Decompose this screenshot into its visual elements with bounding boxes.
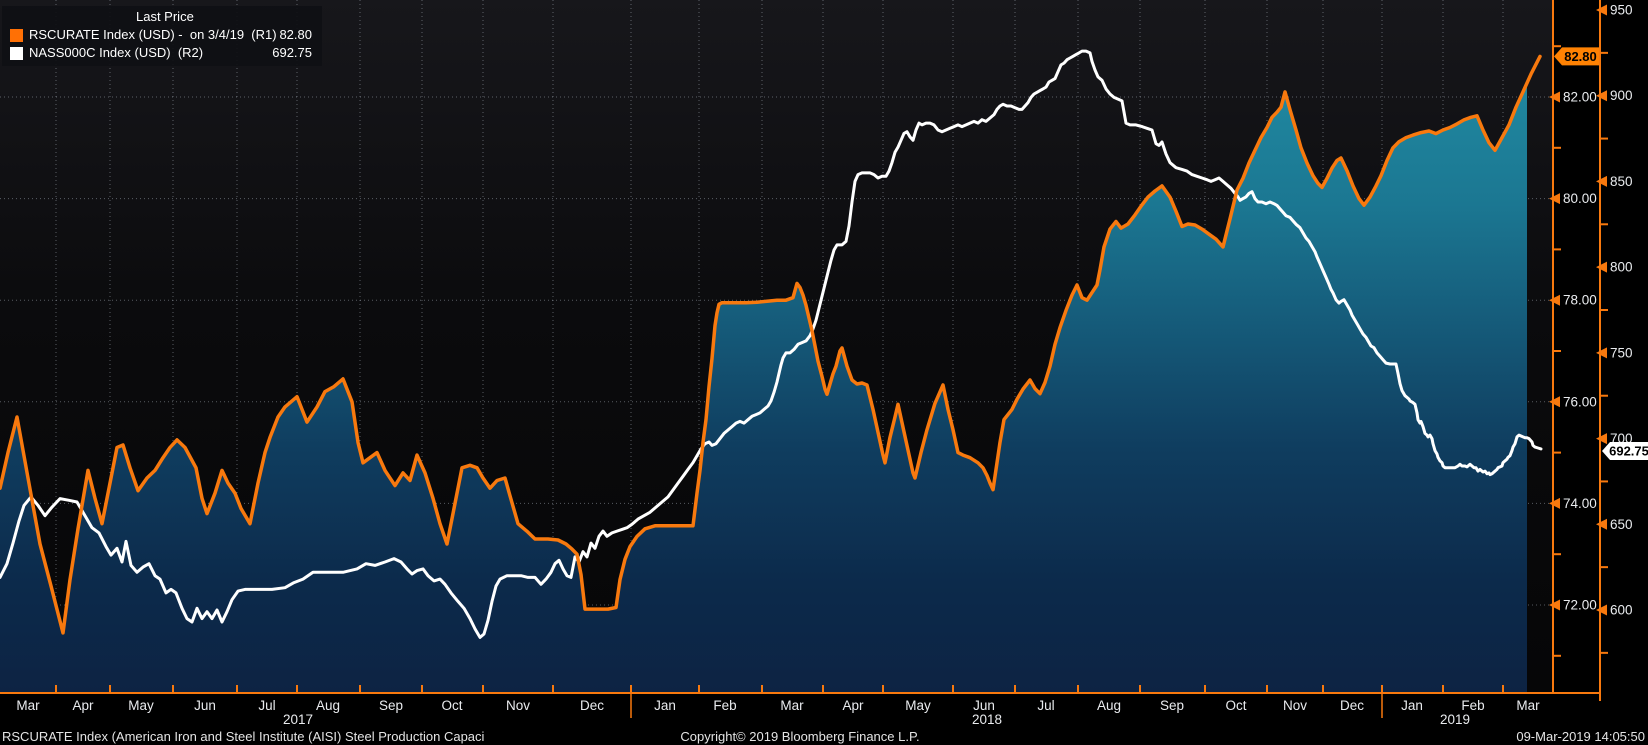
copyright-text: Copyright© 2019 Bloomberg Finance L.P. [680, 729, 920, 744]
legend-row-nass000c[interactable]: NASS000C Index (USD) (R2) 692.75 [10, 45, 314, 61]
r1-tick-label: 78.00 [1563, 293, 1597, 308]
legend-title: Last Price [136, 9, 194, 24]
r1-last-price-badge [1554, 47, 1599, 66]
r2-last-price-badge-text: 692.75 [1609, 444, 1648, 459]
r2-tick-arrow [1596, 518, 1607, 530]
chart-description: RSCURATE Index (American Iron and Steel … [2, 729, 485, 744]
r1-tick-arrow [1549, 193, 1560, 205]
rscurate-swatch-icon [10, 28, 23, 42]
year-label: 2019 [1440, 712, 1470, 727]
r2-tick-arrow [1596, 90, 1607, 102]
r2-tick-label: 850 [1610, 174, 1633, 189]
month-label: Apr [72, 698, 94, 713]
year-label: 2017 [283, 712, 313, 727]
month-label: Mar [16, 698, 40, 713]
rscurate-line [0, 54, 1542, 635]
month-label: May [905, 698, 931, 713]
month-label: Mar [1516, 698, 1540, 713]
month-label: Dec [1340, 698, 1364, 713]
r2-tick-arrow [1596, 433, 1607, 445]
r1-tick-label: 82.00 [1563, 90, 1597, 105]
r2-tick-label: 650 [1610, 517, 1633, 532]
legend-label: NASS000C Index (USD) (R2) [29, 45, 204, 60]
r2-tick-arrow [1596, 604, 1607, 616]
r2-tick-label: 900 [1610, 88, 1633, 103]
month-label: Jun [194, 698, 216, 713]
last-price-badges: 82.80 692.75 [1554, 47, 1648, 460]
r2-tick-label: 600 [1610, 603, 1633, 618]
r2-tick-arrow [1596, 175, 1607, 187]
r2-tick-arrow [1596, 347, 1607, 359]
status-bar: RSCURATE Index (American Iron and Steel … [0, 727, 1648, 745]
month-label: Mar [780, 698, 804, 713]
year-label: 2018 [972, 712, 1002, 727]
nass000c-line [0, 49, 1543, 639]
r1-last-price-badge-text: 82.80 [1564, 49, 1597, 64]
r1-tick-arrow [1549, 497, 1560, 509]
r1-tick-arrow [1549, 91, 1560, 103]
month-label: Aug [1097, 698, 1121, 713]
r2-tick-arrow [1596, 261, 1607, 273]
rscurate-area-fill [0, 83, 1527, 693]
month-label: Jan [1401, 698, 1423, 713]
r2-tick-label: 950 [1610, 3, 1633, 18]
nass000c-swatch-icon [10, 46, 23, 60]
r1-tick-label: 74.00 [1563, 496, 1597, 511]
month-label: Feb [713, 698, 736, 713]
r1-tick-arrow [1549, 294, 1560, 306]
month-label: Nov [506, 698, 530, 713]
r1-tick-arrow [1549, 396, 1560, 408]
rscurate-area [0, 83, 1527, 693]
month-label: Oct [1225, 698, 1246, 713]
x-axis-labels: Mar Apr May Jun Jul Aug Sep Oct Nov Dec Jan Feb Mar A… [16, 698, 1540, 727]
month-label: Dec [580, 698, 604, 713]
month-label: Aug [316, 698, 340, 713]
chart-legend: Last Price RSCURATE Index (USD) - on 3/4… [2, 6, 322, 66]
r1-tick-label: 76.00 [1563, 394, 1597, 409]
month-label: Oct [441, 698, 462, 713]
r1-tick-label: 80.00 [1563, 191, 1597, 206]
r2-tick-label: 800 [1610, 260, 1633, 275]
month-label: Nov [1283, 698, 1307, 713]
legend-label: RSCURATE Index (USD) - on 3/4/19 (R1) [29, 27, 277, 42]
month-label: Jul [1037, 698, 1054, 713]
legend-value: 82.80 [279, 27, 312, 42]
month-label: Jan [654, 698, 676, 713]
r2-tick-arrow [1596, 4, 1607, 16]
timestamp: 09-Mar-2019 14:05:50 [1516, 729, 1645, 744]
month-label: Feb [1461, 698, 1484, 713]
r2-last-price-badge [1602, 442, 1648, 460]
y-axis-labels: 82.00 80.00 78.00 76.00 74.00 72.00 950 900 850 8… [1549, 3, 1633, 657]
r2-tick-label: 750 [1610, 345, 1633, 360]
r1-tick-arrow [1549, 599, 1560, 611]
month-label: Sep [379, 698, 403, 713]
month-label: Jul [258, 698, 275, 713]
legend-row-rscurate[interactable]: RSCURATE Index (USD) - on 3/4/19 (R1) 82… [10, 27, 314, 43]
month-label: Jun [973, 698, 995, 713]
legend-value: 692.75 [272, 45, 312, 60]
month-label: Sep [1160, 698, 1184, 713]
series-lines [0, 49, 1543, 639]
month-label: Apr [842, 698, 864, 713]
axes [0, 0, 1601, 718]
r1-tick-label: 72.00 [1563, 598, 1597, 613]
month-label: May [128, 698, 154, 713]
